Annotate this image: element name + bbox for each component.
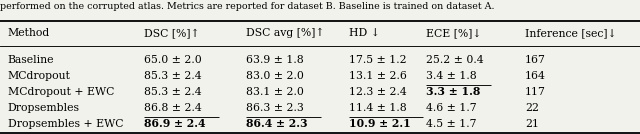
Text: 22: 22 (525, 103, 539, 113)
Text: 86.3 ± 2.3: 86.3 ± 2.3 (246, 103, 304, 113)
Text: 83.0 ± 2.0: 83.0 ± 2.0 (246, 71, 304, 81)
Text: 164: 164 (525, 71, 546, 81)
Text: MCdropout + EWC: MCdropout + EWC (8, 87, 114, 97)
Text: 86.4 ± 2.3: 86.4 ± 2.3 (246, 118, 308, 129)
Text: Dropsembles + EWC: Dropsembles + EWC (8, 119, 123, 129)
Text: 85.3 ± 2.4: 85.3 ± 2.4 (144, 87, 202, 97)
Text: DSC avg [%]↑: DSC avg [%]↑ (246, 28, 325, 38)
Text: 11.4 ± 1.8: 11.4 ± 1.8 (349, 103, 406, 113)
Text: 3.3 ± 1.8: 3.3 ± 1.8 (426, 86, 480, 97)
Text: 86.9 ± 2.4: 86.9 ± 2.4 (144, 118, 205, 129)
Text: Method: Method (8, 28, 50, 38)
Text: Inference [sec]↓: Inference [sec]↓ (525, 28, 616, 38)
Text: performed on the corrupted atlas. Metrics are reported for dataset B. Baseline i: performed on the corrupted atlas. Metric… (0, 2, 495, 11)
Text: ECE [%]↓: ECE [%]↓ (426, 28, 481, 38)
Text: 85.3 ± 2.4: 85.3 ± 2.4 (144, 71, 202, 81)
Text: 4.5 ± 1.7: 4.5 ± 1.7 (426, 119, 476, 129)
Text: Dropsembles: Dropsembles (8, 103, 80, 113)
Text: Baseline: Baseline (8, 55, 54, 65)
Text: 117: 117 (525, 87, 546, 97)
Text: 3.4 ± 1.8: 3.4 ± 1.8 (426, 71, 476, 81)
Text: MCdropout: MCdropout (8, 71, 70, 81)
Text: 12.3 ± 2.4: 12.3 ± 2.4 (349, 87, 406, 97)
Text: DSC [%]↑: DSC [%]↑ (144, 28, 200, 38)
Text: 25.2 ± 0.4: 25.2 ± 0.4 (426, 55, 483, 65)
Text: HD ↓: HD ↓ (349, 28, 380, 38)
Text: 63.9 ± 1.8: 63.9 ± 1.8 (246, 55, 304, 65)
Text: 13.1 ± 2.6: 13.1 ± 2.6 (349, 71, 406, 81)
Text: 86.8 ± 2.4: 86.8 ± 2.4 (144, 103, 202, 113)
Text: 83.1 ± 2.0: 83.1 ± 2.0 (246, 87, 304, 97)
Text: 21: 21 (525, 119, 539, 129)
Text: 10.9 ± 2.1: 10.9 ± 2.1 (349, 118, 410, 129)
Text: 65.0 ± 2.0: 65.0 ± 2.0 (144, 55, 202, 65)
Text: 167: 167 (525, 55, 546, 65)
Text: 17.5 ± 1.2: 17.5 ± 1.2 (349, 55, 406, 65)
Text: 4.6 ± 1.7: 4.6 ± 1.7 (426, 103, 476, 113)
